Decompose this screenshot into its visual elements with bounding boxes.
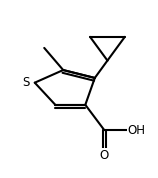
Text: OH: OH bbox=[128, 124, 146, 137]
Text: S: S bbox=[22, 76, 30, 89]
Text: O: O bbox=[100, 149, 109, 162]
